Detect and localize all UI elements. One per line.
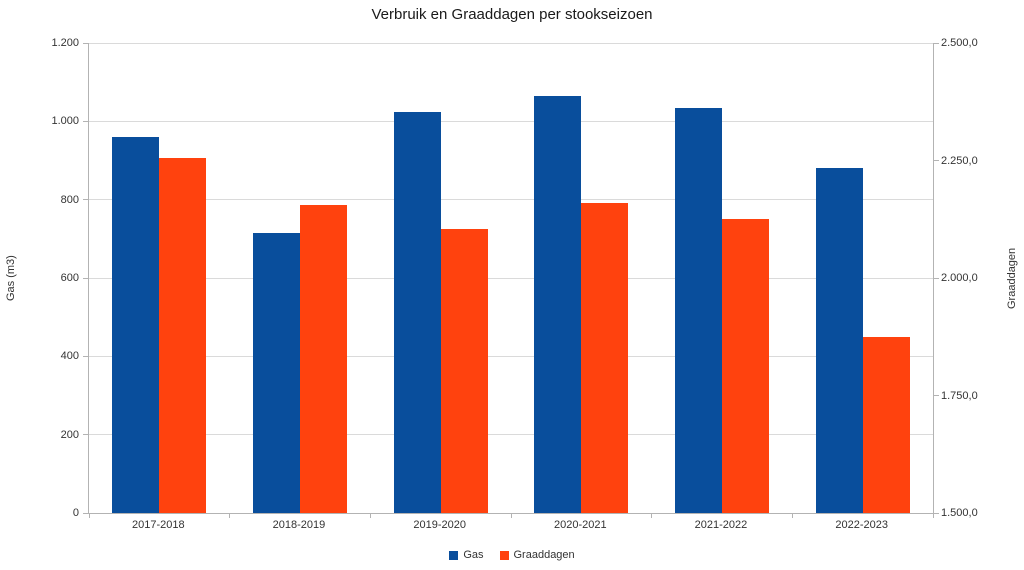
x-axis-category-label: 2020-2021 bbox=[554, 519, 607, 531]
chart-title: Verbruik en Graaddagen per stookseizoen bbox=[371, 6, 653, 23]
legend: Gas Graaddagen bbox=[0, 549, 1024, 561]
gridline bbox=[89, 43, 933, 44]
legend-swatch-graaddagen bbox=[499, 550, 509, 560]
bar-group-2019-2020 bbox=[370, 43, 511, 513]
left-axis-title: Gas (m3) bbox=[5, 255, 17, 301]
x-axis-tick bbox=[88, 514, 90, 518]
x-axis-tick bbox=[791, 514, 793, 518]
bar-gas-2019-2020 bbox=[393, 111, 441, 513]
y-axis-tick-label-left: 0 bbox=[72, 507, 79, 519]
left-axis-tick bbox=[83, 120, 88, 122]
bar-group-2018-2019 bbox=[230, 43, 371, 513]
y-axis-tick-label-right: 2.500,0 bbox=[941, 37, 978, 49]
x-axis-category-label: 2021-2022 bbox=[694, 519, 748, 531]
x-axis-category-label: 2019-2020 bbox=[413, 519, 466, 531]
legend-item-graaddagen: Graaddagen bbox=[499, 549, 575, 561]
legend-label: Gas bbox=[463, 549, 484, 561]
bar-gas-2018-2019 bbox=[252, 232, 300, 513]
bar-gas-2022-2023 bbox=[815, 168, 863, 513]
y-axis-tick-label-left: 400 bbox=[60, 350, 79, 363]
left-axis-tick bbox=[83, 355, 88, 357]
left-axis-tick bbox=[83, 199, 88, 201]
right-axis-tick bbox=[934, 395, 939, 396]
bar-graaddagen-2022-2023 bbox=[862, 336, 910, 513]
bar-graaddagen-2021-2022 bbox=[721, 219, 769, 513]
left-axis-tick bbox=[83, 42, 88, 44]
left-axis-tick bbox=[83, 512, 88, 514]
gridline bbox=[89, 120, 933, 122]
gridline bbox=[89, 277, 933, 279]
gridline bbox=[89, 355, 933, 357]
bar-gas-2020-2021 bbox=[534, 95, 582, 513]
y-axis-tick-label-right: 1.750,0 bbox=[941, 389, 978, 402]
y-axis-tick-label-right: 2.000,0 bbox=[941, 272, 978, 284]
right-axis-tick bbox=[934, 160, 939, 161]
right-axis-tick bbox=[934, 277, 939, 279]
bar-group-2020-2021 bbox=[511, 43, 652, 513]
bar-graaddagen-2020-2021 bbox=[581, 202, 629, 513]
y-axis-tick-label-left: 1.000 bbox=[51, 115, 79, 128]
right-axis-tick bbox=[934, 42, 939, 44]
y-axis-tick-label-right: 1.500,0 bbox=[941, 507, 978, 519]
bar-gas-2021-2022 bbox=[674, 107, 722, 513]
y-axis-tick-label-left: 200 bbox=[60, 428, 79, 441]
x-axis-tick bbox=[369, 514, 371, 518]
y-axis-tick-label-left: 600 bbox=[60, 272, 79, 284]
x-axis-tick bbox=[229, 514, 231, 518]
bar-group-2021-2022 bbox=[652, 43, 793, 513]
bar-gas-2017-2018 bbox=[112, 137, 160, 513]
legend-label: Graaddagen bbox=[513, 549, 575, 561]
y-axis-tick-label-right: 2.250,0 bbox=[941, 154, 978, 167]
x-axis-tick bbox=[510, 514, 512, 518]
gridline bbox=[89, 434, 933, 436]
legend-item-gas: Gas bbox=[449, 549, 484, 561]
right-axis-title: Graaddagen bbox=[1006, 247, 1018, 309]
x-axis-tick bbox=[932, 514, 934, 518]
y-axis-tick-label-left: 800 bbox=[60, 193, 79, 206]
gridline bbox=[89, 199, 933, 201]
x-axis-category-label: 2022-2023 bbox=[835, 519, 888, 531]
legend-swatch-gas bbox=[449, 550, 459, 560]
y-axis-tick-label-left: 1.200 bbox=[51, 37, 79, 49]
bar-group-2022-2023 bbox=[792, 43, 933, 513]
right-axis-tick bbox=[934, 512, 939, 514]
x-axis-category-label: 2017-2018 bbox=[132, 519, 185, 531]
left-axis-tick bbox=[83, 277, 88, 279]
left-axis-tick bbox=[83, 434, 88, 436]
x-axis-tick bbox=[651, 514, 653, 518]
x-axis-category-label: 2018-2019 bbox=[272, 519, 326, 531]
bar-graaddagen-2018-2019 bbox=[299, 205, 347, 513]
bar-graaddagen-2019-2020 bbox=[440, 228, 488, 513]
bar-graaddagen-2017-2018 bbox=[159, 158, 207, 513]
plot-area bbox=[83, 42, 939, 518]
bar-group-2017-2018 bbox=[89, 43, 230, 513]
